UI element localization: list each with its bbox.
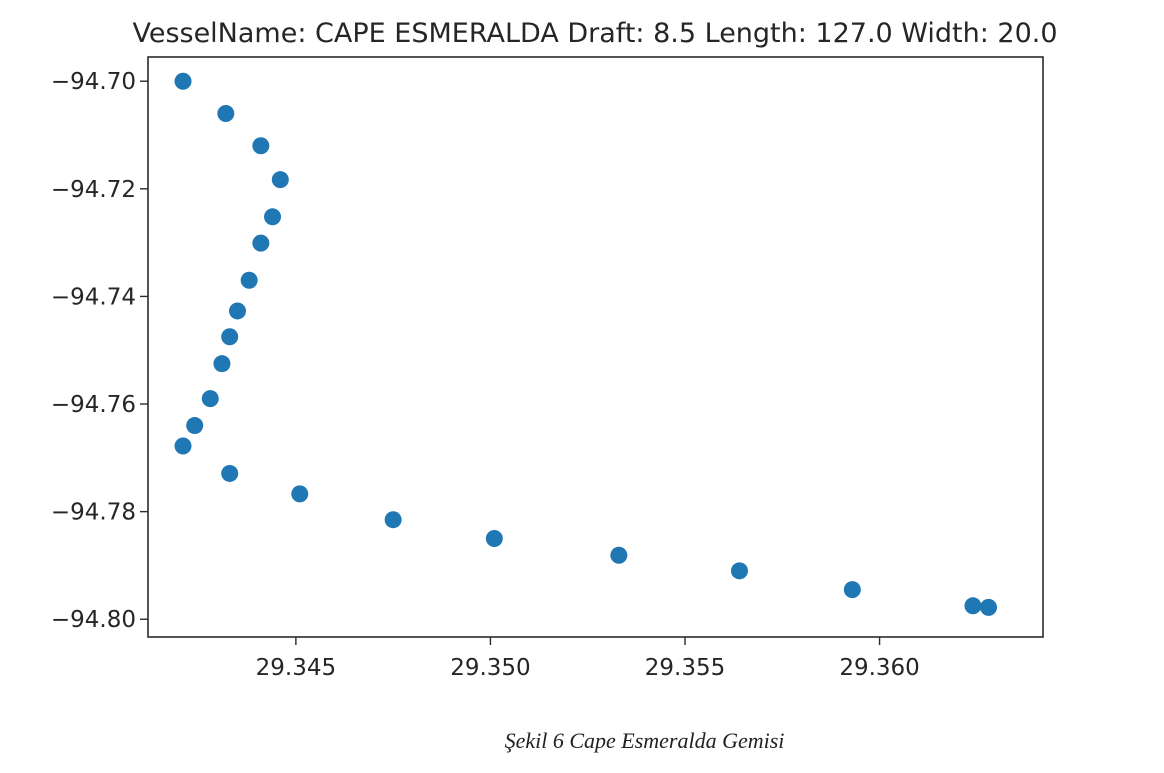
data-point [213,355,231,373]
figure-caption: Şekil 6 Cape Esmeralda Gemisi [504,728,785,753]
data-point [221,464,239,482]
data-point [291,485,309,503]
data-points [174,72,998,616]
chart-title: VesselName: CAPE ESMERALDA Draft: 8.5 Le… [132,18,1057,49]
x-tick-label: 29.345 [256,655,336,681]
x-tick-label: 29.350 [450,655,530,681]
data-point [843,581,861,599]
data-point [980,598,998,616]
y-tick-label: −94.78 [51,500,136,526]
data-point [217,104,235,122]
y-tick-label: −94.72 [51,177,136,203]
x-axis: 29.345 29.350 29.355 29.360 [256,637,920,681]
data-point [485,530,503,548]
data-point [229,302,246,320]
data-point [610,546,628,564]
data-point [264,208,282,226]
data-point [384,511,402,529]
data-point [271,171,289,189]
x-tick-label: 29.355 [645,655,725,681]
x-tick-label: 29.360 [839,655,919,681]
data-point [240,271,258,289]
data-point [252,234,270,252]
y-tick-label: −94.80 [51,607,136,633]
scatter-chart: VesselName: CAPE ESMERALDA Draft: 8.5 Le… [51,18,1058,681]
data-point [201,390,219,408]
plot-area [147,56,1044,638]
y-tick-label: −94.74 [51,284,136,310]
data-point [252,137,270,155]
y-tick-label: −94.70 [51,69,136,95]
data-point [174,437,192,455]
y-tick-label: −94.76 [51,392,136,418]
y-axis: −94.70 −94.72 −94.74 −94.76 −94.78 −94.80 [51,69,148,633]
data-point [221,328,239,346]
data-point [174,72,192,90]
data-point [186,417,204,435]
data-point [964,597,982,615]
data-point [730,562,748,580]
